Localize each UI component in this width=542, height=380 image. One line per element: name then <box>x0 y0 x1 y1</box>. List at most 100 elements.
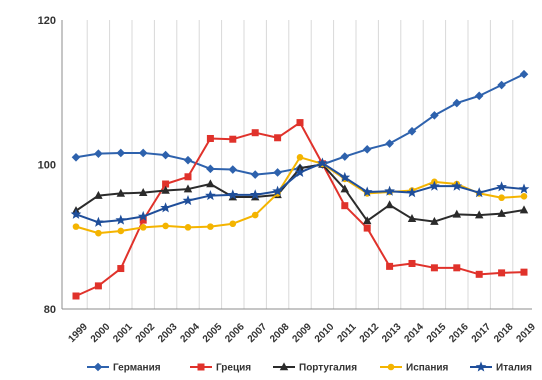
data-point-1-2016 <box>452 98 462 108</box>
x-tick-label-2013: 2013 <box>380 321 404 345</box>
data-point-2-2008 <box>274 134 282 142</box>
data-point-1-2018 <box>497 80 506 90</box>
x-tick-label-2007: 2007 <box>246 321 270 345</box>
legend-label: Италия <box>496 363 532 374</box>
data-point-1-2007 <box>250 170 260 179</box>
x-tick-label-2002: 2002 <box>134 321 158 345</box>
legend-label: Португалия <box>299 363 357 374</box>
data-point-3-2003 <box>161 185 170 194</box>
legend: Германия Греция Португалия Испания Италия <box>87 361 532 374</box>
data-point-1-1999 <box>71 152 81 162</box>
legend-marker <box>387 363 395 371</box>
data-point-2-2018 <box>498 269 506 277</box>
data-point-4-2000 <box>95 229 102 237</box>
x-tick-label-2005: 2005 <box>201 321 225 345</box>
legend-item-1: Германия <box>87 363 161 374</box>
data-point-2-2006 <box>229 135 237 143</box>
x-tick-label-2009: 2009 <box>290 321 314 345</box>
data-point-1-2000 <box>94 149 103 158</box>
data-point-1-2004 <box>183 155 193 165</box>
series-1 <box>71 69 529 179</box>
data-point-2-2007 <box>251 129 259 137</box>
x-tick-label-2006: 2006 <box>223 321 247 345</box>
data-point-2-2011 <box>341 202 349 210</box>
legend-marker <box>93 362 103 372</box>
data-point-1-2001 <box>116 148 126 158</box>
data-point-2-2009 <box>296 119 304 127</box>
y-tick-label: 100 <box>38 160 56 172</box>
data-point-4-2006 <box>229 220 237 228</box>
data-point-5-2002 <box>137 210 149 222</box>
x-tick-label-2015: 2015 <box>425 321 449 345</box>
data-point-3-2004 <box>183 184 193 193</box>
x-tick-label-2004: 2004 <box>178 321 202 345</box>
data-point-5-2016 <box>451 180 463 191</box>
x-tick-label-2001: 2001 <box>111 321 135 345</box>
data-point-1-2011 <box>340 152 350 161</box>
data-point-4-2007 <box>251 211 259 219</box>
data-point-4-2009 <box>296 153 304 161</box>
data-point-5-2018 <box>496 181 507 192</box>
data-point-1-2006 <box>228 165 238 174</box>
data-point-3-2001 <box>116 188 126 197</box>
data-point-5-2014 <box>406 187 418 198</box>
legend-label: Испания <box>406 363 449 374</box>
series-4 <box>72 153 528 237</box>
y-tick-label: 120 <box>38 15 56 27</box>
data-point-5-2001 <box>115 214 127 225</box>
x-tick-label-2010: 2010 <box>313 321 337 345</box>
legend-label: Германия <box>113 363 161 374</box>
data-point-1-2002 <box>138 148 148 158</box>
data-point-3-2014 <box>407 214 417 222</box>
x-tick-label-2003: 2003 <box>156 321 180 345</box>
data-point-1-2015 <box>430 111 439 120</box>
data-point-5-2008 <box>272 185 283 196</box>
data-point-4-2001 <box>117 227 125 235</box>
data-point-1-2003 <box>161 150 170 160</box>
data-point-4-2002 <box>139 224 147 231</box>
data-point-1-2012 <box>362 145 372 154</box>
data-point-2-2001 <box>117 265 125 273</box>
y-axis-ticks: 80 100 120 <box>38 15 56 316</box>
data-point-2-2019 <box>520 268 528 276</box>
data-point-4-2018 <box>498 194 505 202</box>
data-point-4-2019 <box>520 192 528 200</box>
series-2 <box>72 119 528 300</box>
data-point-3-2018 <box>497 208 506 217</box>
data-point-1-2005 <box>206 164 215 174</box>
data-point-3-2019 <box>519 205 529 214</box>
x-tick-label-1999: 1999 <box>66 321 90 345</box>
legend-item-5: Италия <box>470 361 532 374</box>
data-point-4-2004 <box>184 224 192 231</box>
data-point-4-2005 <box>207 223 214 230</box>
data-point-1-2017 <box>474 91 484 101</box>
vertical-gridlines <box>86 20 514 309</box>
data-point-1-2008 <box>273 168 282 177</box>
x-tick-label-2011: 2011 <box>335 321 358 344</box>
data-point-2-2014 <box>408 259 416 267</box>
x-tick-label-2018: 2018 <box>492 321 516 345</box>
data-point-3-2013 <box>385 200 394 209</box>
legend-marker <box>475 361 487 372</box>
legend-item-2: Греция <box>190 363 251 374</box>
data-point-5-2007 <box>249 189 261 200</box>
data-point-3-2000 <box>94 190 103 199</box>
data-point-1-2013 <box>385 139 394 148</box>
series-lines <box>70 69 530 300</box>
data-point-2-2015 <box>430 264 438 272</box>
data-point-4-2003 <box>162 222 169 230</box>
x-tick-label-2017: 2017 <box>470 321 494 345</box>
y-tick-label: 80 <box>44 304 56 316</box>
data-point-5-2017 <box>473 187 485 198</box>
data-point-5-2012 <box>361 186 373 197</box>
x-tick-label-2008: 2008 <box>268 321 292 345</box>
data-point-2-2012 <box>363 224 371 232</box>
x-tick-label-2019: 2019 <box>514 321 538 345</box>
data-point-5-2004 <box>182 195 194 206</box>
series-5 <box>70 157 530 227</box>
data-point-5-2019 <box>518 183 530 194</box>
data-point-1-2014 <box>407 126 417 136</box>
data-point-3-2015 <box>430 216 439 225</box>
data-point-5-1999 <box>70 208 82 219</box>
data-point-5-2010 <box>317 157 328 168</box>
